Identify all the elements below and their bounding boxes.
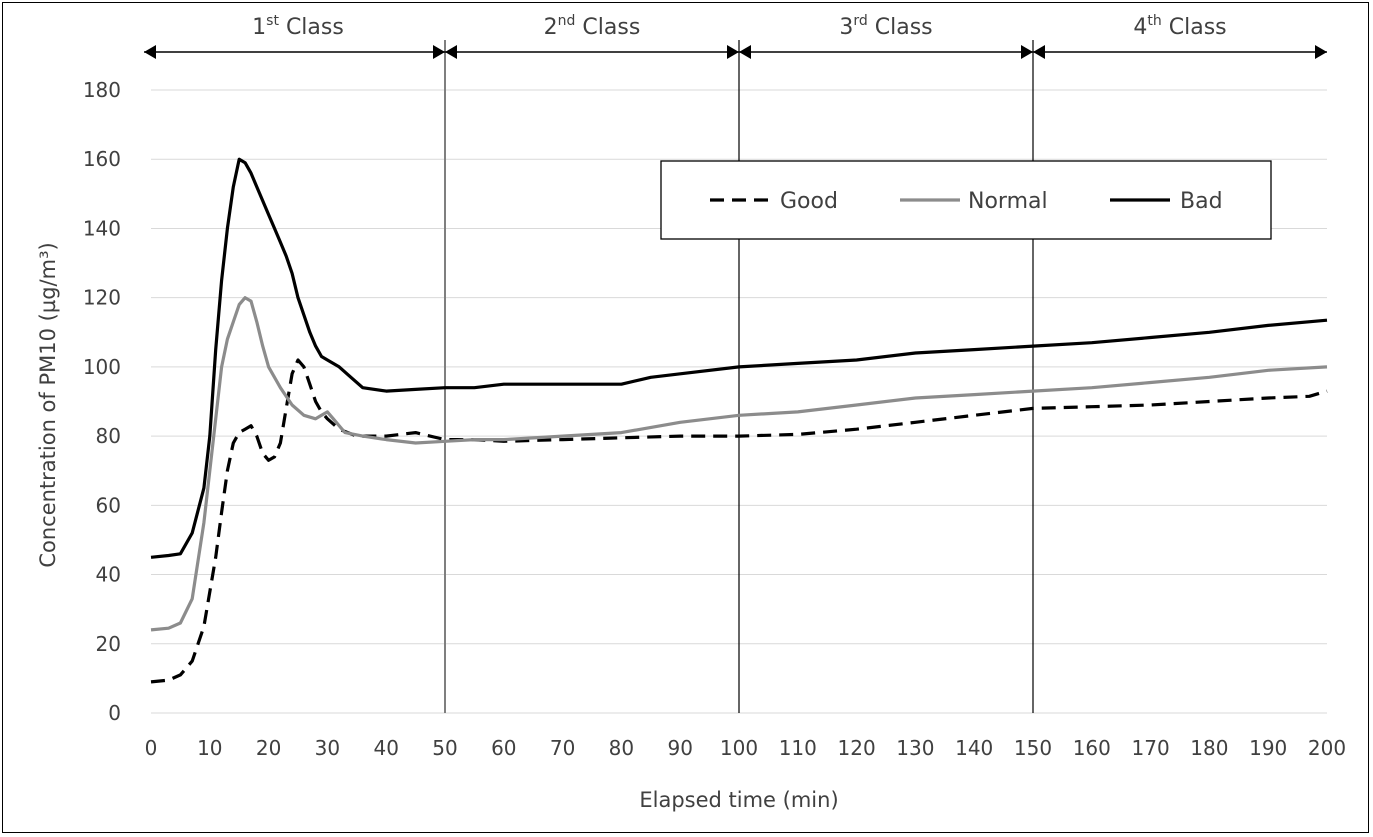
x-tick-label: 20 (256, 736, 281, 760)
legend: Good Normal Bad (660, 160, 1272, 240)
x-tick-label: 120 (838, 736, 876, 760)
y-axis-title: Concentration of PM10 (µg/m³) (36, 242, 60, 567)
x-tick-label: 130 (896, 736, 934, 760)
y-tick-label: 80 (96, 424, 121, 448)
y-tick-label: 180 (83, 78, 121, 102)
class-ordinal-suffix: th (1147, 13, 1161, 29)
series-line-good (150, 358, 1328, 684)
class-word: Class (575, 15, 640, 40)
x-tick-label: 170 (1132, 736, 1170, 760)
class-arrowhead-right (727, 45, 739, 59)
x-tick-label: 190 (1249, 736, 1287, 760)
x-tick-label: 40 (373, 736, 398, 760)
class-arrowhead-left (144, 45, 156, 59)
class-arrowhead-right (1315, 45, 1327, 59)
y-tick-label: 20 (96, 632, 121, 656)
y-tick-label: 0 (108, 701, 121, 725)
x-tick-label: 50 (432, 736, 457, 760)
x-tick-label: 30 (315, 736, 340, 760)
y-tick-label: 140 (83, 216, 121, 240)
class-ordinal-suffix: st (266, 13, 279, 29)
y-tick-label: 40 (96, 563, 121, 587)
class-word: Class (868, 15, 933, 40)
series-line-normal (150, 296, 1328, 632)
x-tick-label: 200 (1308, 736, 1346, 760)
class-arrowhead-left (739, 45, 751, 59)
class-arrowhead-right (433, 45, 445, 59)
class-word: Class (279, 15, 344, 40)
class-arrowhead-left (1033, 45, 1045, 59)
class-arrows: 1st Class 2nd Class 3rd Class 4th Class (144, 13, 1327, 59)
class-number: 1 (252, 15, 266, 40)
y-tick-label: 120 (83, 286, 121, 310)
class-number: 2 (544, 15, 558, 40)
class-ordinal-suffix: nd (558, 13, 576, 29)
x-axis-title: Elapsed time (min) (639, 788, 838, 812)
y-tick-label: 60 (96, 493, 121, 517)
series-lines (150, 157, 1328, 684)
legend-label-good: Good (780, 189, 838, 214)
class-label: 3rd Class (839, 13, 932, 40)
class-ordinal-suffix: rd (853, 13, 867, 29)
y-axis-ticks: 0 20 40 60 80 100 120 140 160 180 (83, 78, 121, 725)
x-tick-label: 140 (955, 736, 993, 760)
y-tick-label: 100 (83, 355, 121, 379)
class-number: 4 (1133, 15, 1147, 40)
class-arrowhead-right (1021, 45, 1033, 59)
x-tick-label: 180 (1190, 736, 1228, 760)
series-line-bad (150, 157, 1328, 559)
legend-label-bad: Bad (1180, 189, 1223, 214)
x-axis-ticks: 0 10 20 30 40 50 60 70 80 90 100 110 120 130 140 150 160… (145, 736, 1346, 760)
x-tick-label: 70 (550, 736, 575, 760)
class-word: Class (1162, 15, 1227, 40)
class-label: 2nd Class (544, 13, 641, 40)
x-tick-label: 150 (1014, 736, 1052, 760)
class-arrowhead-left (445, 45, 457, 59)
x-tick-label: 0 (145, 736, 158, 760)
class-label: 1st Class (252, 13, 344, 40)
y-tick-label: 160 (83, 147, 121, 171)
x-tick-label: 100 (720, 736, 758, 760)
x-tick-label: 160 (1073, 736, 1111, 760)
class-divider-lines (444, 40, 1034, 713)
x-tick-label: 60 (491, 736, 516, 760)
class-label: 4th Class (1133, 13, 1226, 40)
x-tick-label: 80 (609, 736, 634, 760)
class-number: 3 (839, 15, 853, 40)
x-tick-label: 10 (197, 736, 222, 760)
x-tick-label: 90 (667, 736, 692, 760)
legend-label-normal: Normal (968, 189, 1048, 214)
x-tick-label: 110 (779, 736, 817, 760)
